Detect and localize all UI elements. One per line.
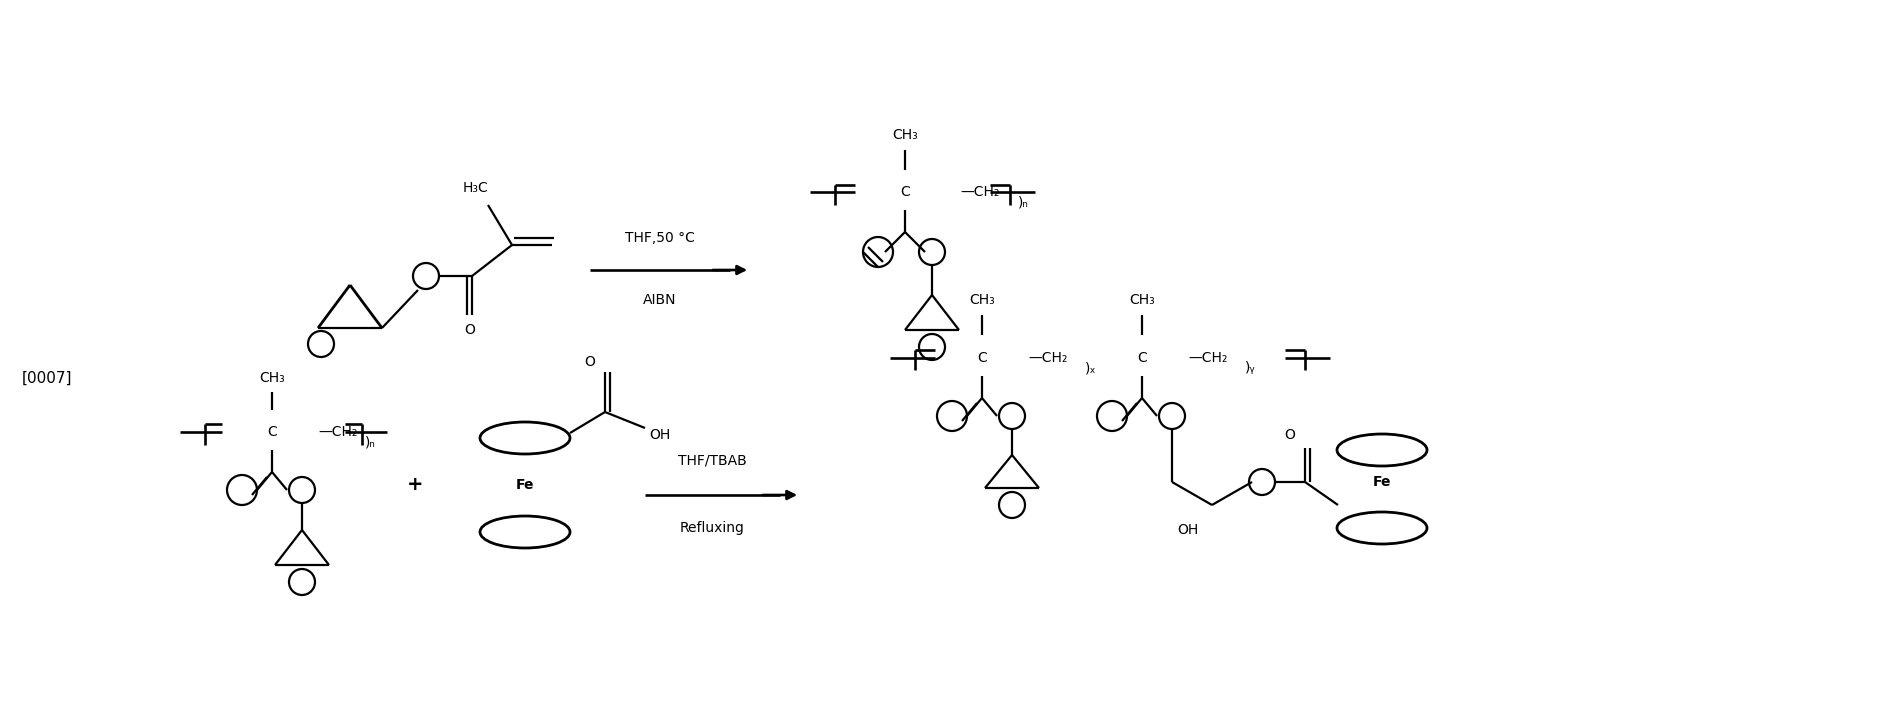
- Text: OH: OH: [649, 428, 670, 442]
- Text: C: C: [976, 351, 988, 365]
- Text: CH₃: CH₃: [259, 371, 285, 385]
- Text: THF,50 °C: THF,50 °C: [624, 231, 695, 245]
- Text: —CH₂: —CH₂: [959, 185, 999, 199]
- Text: OH: OH: [1178, 523, 1199, 537]
- Text: )ᵧ: )ᵧ: [1245, 361, 1256, 375]
- Text: CH₃: CH₃: [1128, 293, 1155, 307]
- Text: —CH₂: —CH₂: [318, 425, 358, 439]
- Text: O: O: [1285, 428, 1296, 442]
- Text: Refluxing: Refluxing: [679, 521, 744, 535]
- Text: Fe: Fe: [516, 478, 535, 492]
- Text: CH₃: CH₃: [969, 293, 995, 307]
- Text: CH₃: CH₃: [893, 128, 917, 142]
- Text: —CH₂: —CH₂: [1187, 351, 1227, 365]
- Text: )ₙ: )ₙ: [1018, 195, 1030, 209]
- Text: C: C: [266, 425, 276, 439]
- Text: )ₙ: )ₙ: [365, 435, 377, 449]
- Text: THF/TBAB: THF/TBAB: [677, 453, 746, 467]
- Text: C: C: [900, 185, 910, 199]
- Text: O: O: [464, 323, 476, 337]
- Text: AIBN: AIBN: [643, 293, 677, 307]
- Text: C: C: [1138, 351, 1148, 365]
- Text: O: O: [584, 355, 596, 369]
- Text: )ₓ: )ₓ: [1085, 361, 1096, 375]
- Text: Fe: Fe: [1372, 475, 1391, 489]
- Text: —CH₂: —CH₂: [1028, 351, 1068, 365]
- Text: H₃C: H₃C: [462, 181, 487, 195]
- Text: +: +: [407, 475, 422, 495]
- Text: [0007]: [0007]: [23, 371, 72, 385]
